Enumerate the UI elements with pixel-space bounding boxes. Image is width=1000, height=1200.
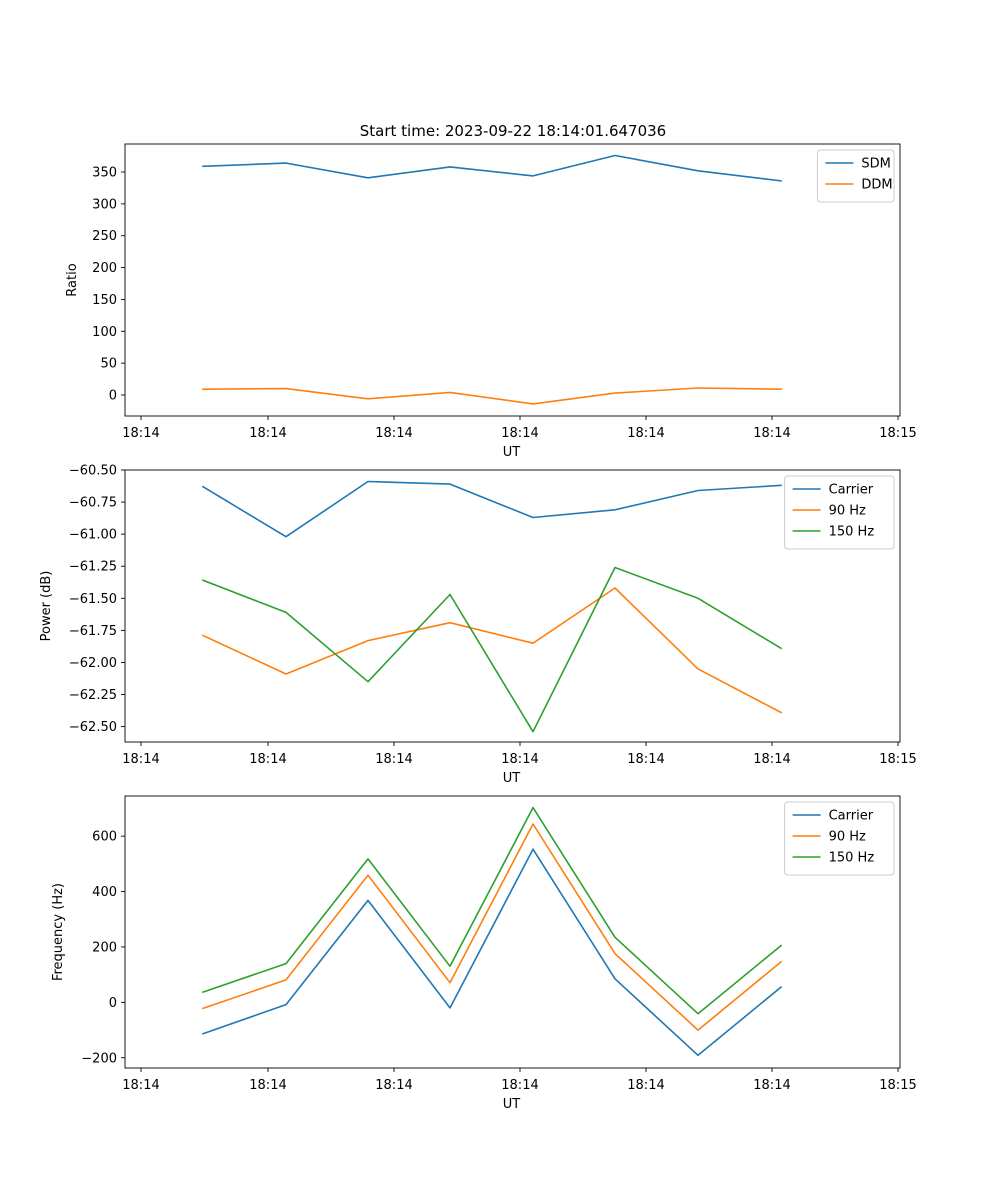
- x-tick-label: 18:14: [753, 1078, 790, 1093]
- x-tick-label: 18:14: [122, 426, 159, 441]
- y-tick-label: −62.50: [69, 720, 117, 735]
- x-tick-label: 18:14: [375, 1078, 412, 1093]
- x-axis-label: UT: [503, 1097, 521, 1112]
- y-tick-label: −61.00: [69, 528, 117, 543]
- y-tick-label: 150: [92, 293, 117, 308]
- legend-label: 90 Hz: [829, 830, 866, 845]
- y-tick-label: −62.00: [69, 656, 117, 671]
- y-axis-label: Frequency (Hz): [51, 883, 66, 981]
- y-axis-label: Power (dB): [39, 571, 54, 642]
- series-line-150-hz: [201, 566, 783, 733]
- x-tick-label: 18:14: [501, 1078, 538, 1093]
- x-tick-label: 18:14: [753, 426, 790, 441]
- y-axis-label: Ratio: [65, 263, 80, 296]
- y-tick-label: −61.50: [69, 592, 117, 607]
- y-tick-label: 50: [100, 357, 117, 372]
- legend-label: 150 Hz: [829, 525, 875, 540]
- chart-panel-1: 18:14 18:14 18:14 18:14 18:14 18:14 18:15 0 50 10…: [65, 143, 917, 460]
- x-tick-label: 18:14: [501, 752, 538, 767]
- axes-frame: [124, 143, 901, 417]
- series-line-sdm: [202, 154, 782, 182]
- legend: Carrier 90 Hz 150 Hz: [784, 475, 895, 550]
- legend-label: 150 Hz: [829, 851, 875, 866]
- y-tick-label: −60.75: [69, 496, 117, 511]
- legend-label: Carrier: [829, 483, 874, 498]
- x-tick-label: 18:14: [627, 1078, 664, 1093]
- x-tick-label: 18:14: [627, 426, 664, 441]
- y-tick-label: −61.25: [69, 560, 117, 575]
- y-tick-label: 600: [92, 830, 117, 845]
- x-tick-label: 18:14: [122, 1078, 159, 1093]
- series-line-90-hz: [201, 587, 783, 714]
- x-tick-label: 18:14: [249, 752, 286, 767]
- x-tick-label: 18:14: [122, 752, 159, 767]
- x-tick-label: 18:14: [753, 752, 790, 767]
- series-line-ddm: [202, 387, 782, 405]
- axes-frame: [124, 469, 901, 743]
- chart-panel-2: 18:14 18:14 18:14 18:14 18:14 18:14 18:15 −60.5…: [39, 464, 917, 787]
- y-tick-label: 200: [92, 261, 117, 276]
- legend-label: Carrier: [829, 809, 874, 824]
- x-tick-label: 18:14: [501, 426, 538, 441]
- y-tick-label: 350: [92, 166, 117, 181]
- y-tick-label: −200: [81, 1051, 117, 1066]
- x-tick-label: 18:14: [375, 426, 412, 441]
- legend-label: 90 Hz: [829, 504, 866, 519]
- chart-panel-3: 18:14 18:14 18:14 18:14 18:14 18:14 18:15 −200 0…: [51, 795, 917, 1112]
- legend: Carrier 90 Hz 150 Hz: [784, 801, 895, 876]
- x-tick-label: 18:15: [879, 752, 916, 767]
- y-tick-label: −62.25: [69, 688, 117, 703]
- x-tick-label: 18:14: [249, 1078, 286, 1093]
- y-tick-label: 0: [109, 996, 117, 1011]
- y-tick-label: −61.75: [69, 624, 117, 639]
- y-tick-label: 100: [92, 325, 117, 340]
- x-tick-label: 18:15: [879, 1078, 916, 1093]
- x-tick-label: 18:14: [375, 752, 412, 767]
- series-line-90-hz: [201, 823, 783, 1031]
- axes-frame: [124, 795, 901, 1069]
- series-line-carrier: [201, 480, 782, 538]
- figure-title: Start time: 2023-09-22 18:14:01.647036: [360, 122, 666, 140]
- y-tick-label: 250: [92, 229, 117, 244]
- legend-label: DDM: [861, 178, 892, 193]
- legend-label: SDM: [861, 157, 890, 172]
- y-tick-label: 200: [92, 940, 117, 955]
- x-tick-label: 18:14: [249, 426, 286, 441]
- x-tick-label: 18:15: [879, 426, 916, 441]
- x-tick-label: 18:14: [627, 752, 664, 767]
- y-tick-label: 300: [92, 197, 117, 212]
- y-tick-label: 0: [109, 388, 117, 403]
- series-line-150-hz: [201, 806, 783, 1015]
- y-tick-label: −60.50: [69, 464, 117, 479]
- x-axis-label: UT: [503, 771, 521, 786]
- series-line-carrier: [201, 848, 783, 1057]
- x-axis-label: UT: [503, 445, 521, 460]
- y-tick-label: 400: [92, 885, 117, 900]
- legend: SDM DDM: [816, 149, 895, 203]
